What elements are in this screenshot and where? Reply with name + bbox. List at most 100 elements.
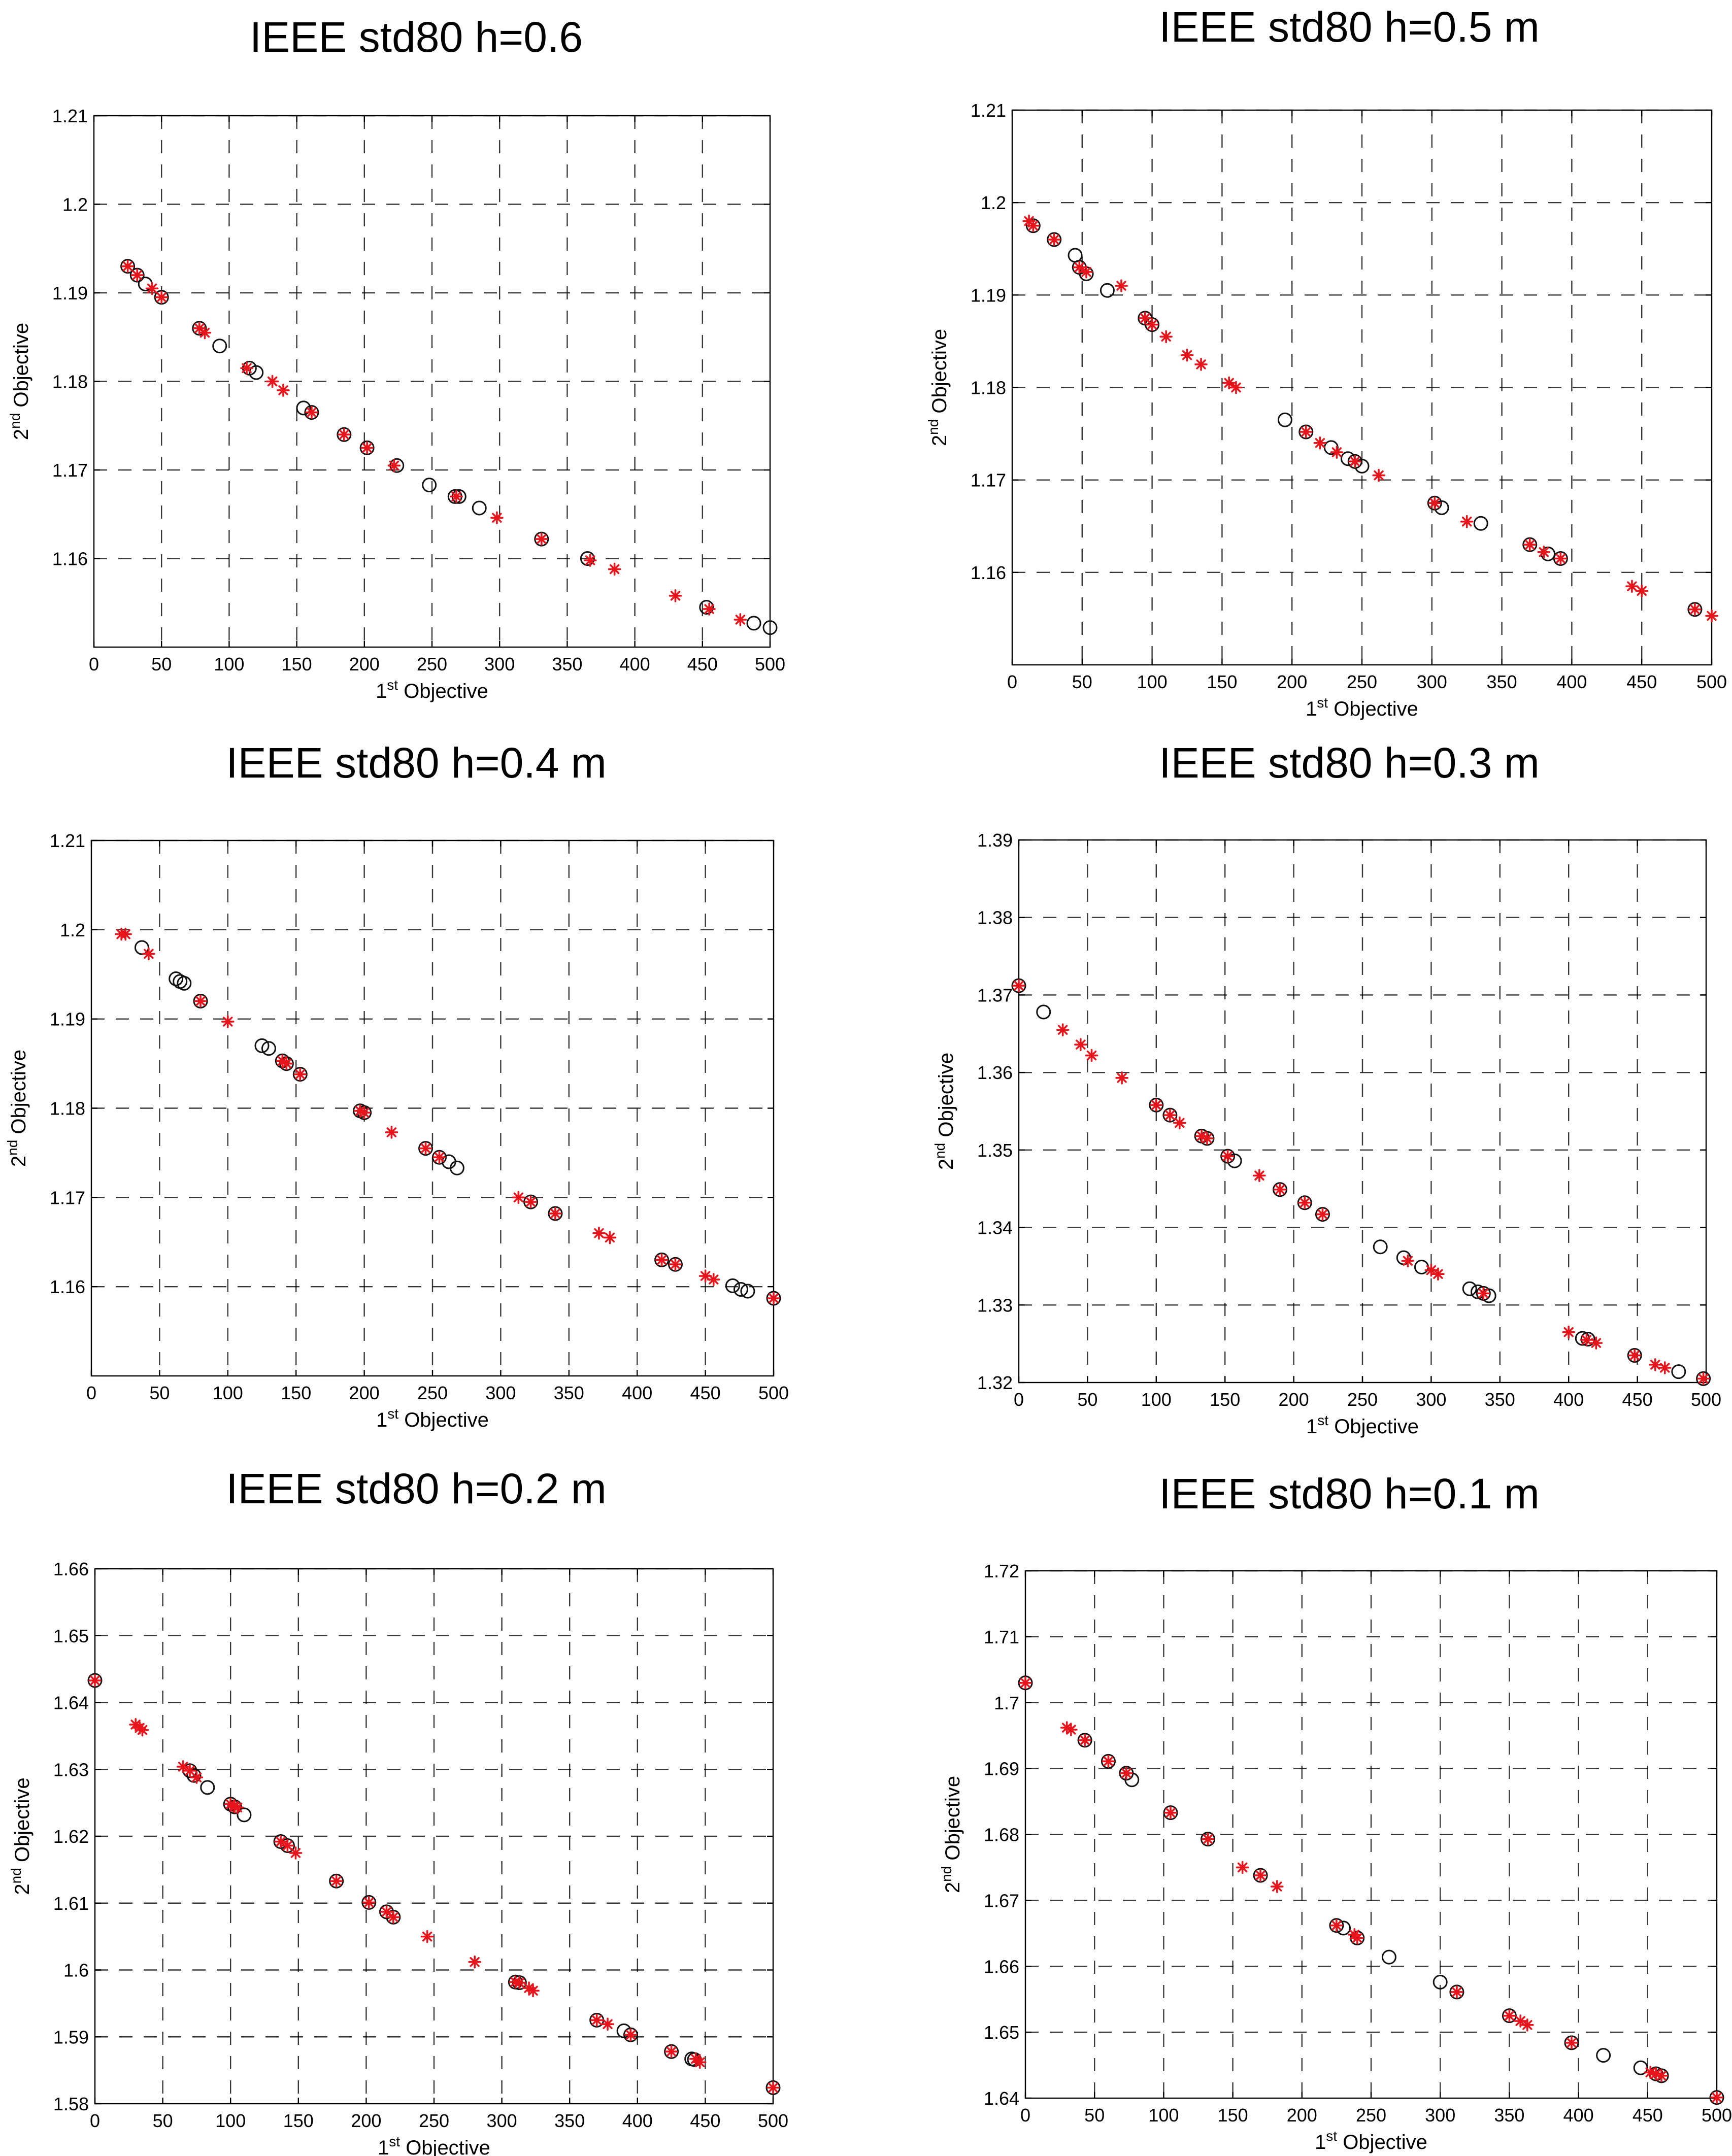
pareto-point — [1553, 551, 1568, 566]
pareto-point — [1011, 978, 1026, 993]
x-tick-label: 50 — [149, 1383, 170, 1403]
pareto-point — [664, 2044, 679, 2059]
pareto-point — [1329, 1918, 1344, 1933]
optimization-point — [277, 384, 290, 397]
pareto-point — [1462, 1281, 1477, 1296]
optimization-point — [387, 459, 401, 473]
y-tick-label: 1.37 — [977, 985, 1013, 1005]
optimization-point — [1012, 979, 1025, 992]
pareto-point — [1596, 2048, 1611, 2063]
pareto-point — [654, 1252, 670, 1267]
x-tick-label: 450 — [687, 654, 718, 675]
x-tick-label: 350 — [552, 654, 582, 675]
optimization-point — [281, 1839, 294, 1852]
optimization-point — [1460, 515, 1474, 528]
optimization-point — [549, 1207, 562, 1220]
optimization-point — [420, 1930, 434, 1943]
y-tick-label: 1.64 — [53, 1693, 89, 1713]
pareto-point — [120, 259, 136, 274]
x-tick-label: 50 — [1084, 2105, 1105, 2126]
optimization-point — [1688, 602, 1702, 616]
y-tick-label: 1.17 — [50, 1187, 85, 1208]
pareto-point — [1077, 1733, 1092, 1748]
pareto-point — [431, 1150, 447, 1165]
optimization-point — [1078, 1733, 1091, 1747]
pareto-point — [1297, 1195, 1312, 1210]
y-axis-label: 2nd Objective — [925, 329, 951, 446]
optimization-point — [265, 375, 279, 388]
x-axis-label: 1st Objective — [1315, 2128, 1427, 2153]
x-tick-label: 150 — [282, 654, 312, 675]
pareto-point — [1163, 1805, 1178, 1821]
optimization-point — [1330, 1918, 1343, 1932]
x-axis-label: 1st Objective — [1306, 1412, 1419, 1438]
optimization-point — [190, 1771, 204, 1784]
optimization-point — [1554, 552, 1568, 565]
optimization-point — [1644, 2066, 1657, 2079]
x-tick-label: 0 — [1007, 671, 1017, 692]
x-tick-label: 200 — [1279, 1389, 1309, 1410]
y-tick-label: 1.21 — [50, 830, 85, 851]
x-tick-label: 100 — [1148, 2105, 1179, 2126]
pareto-point — [1709, 2090, 1724, 2105]
x-tick-label: 300 — [484, 654, 515, 675]
chart-title: IEEE std80 h=0.4 m — [226, 739, 606, 787]
x-tick-label: 450 — [690, 1383, 721, 1403]
optimization-point — [592, 1226, 606, 1240]
optimization-point — [88, 1674, 102, 1687]
x-tick-label: 250 — [419, 2110, 449, 2131]
pareto-point — [1564, 2035, 1579, 2050]
optimization-point — [693, 2056, 707, 2069]
pareto-point — [1273, 1182, 1288, 1197]
optimization-point — [155, 290, 169, 304]
y-axis-label: 2nd Objective — [5, 1050, 30, 1167]
optimization-point — [1253, 1169, 1266, 1183]
pareto-point — [1036, 1004, 1051, 1020]
y-tick-label: 1.39 — [977, 830, 1013, 851]
optimization-point — [1180, 348, 1194, 362]
optimization-point — [1074, 1038, 1087, 1051]
optimization-point — [1299, 425, 1313, 439]
optimization-point — [1163, 1108, 1177, 1122]
optimization-point — [1221, 1150, 1235, 1163]
pareto-point — [337, 427, 352, 442]
optimization-point — [1635, 584, 1648, 598]
optimization-point — [362, 1896, 376, 1909]
x-tick-label: 0 — [1014, 1389, 1024, 1410]
chart-title: IEEE std80 h=0.3 m — [1159, 739, 1539, 787]
optimization-point — [524, 1195, 538, 1208]
y-tick-label: 1.18 — [52, 372, 88, 392]
optimization-point — [1173, 1116, 1186, 1130]
optimization-point — [1710, 2091, 1723, 2104]
y-tick-label: 1.2 — [60, 920, 85, 940]
optimization-point — [664, 2045, 678, 2059]
pareto-point — [668, 1257, 683, 1272]
optimization-point — [329, 1874, 343, 1888]
optimization-point — [119, 927, 132, 941]
optimization-point — [590, 2013, 604, 2027]
pareto-point — [1298, 424, 1314, 440]
optimization-point — [1222, 376, 1236, 390]
pareto-point — [449, 1160, 464, 1175]
pareto-point — [249, 365, 264, 380]
optimization-point — [1348, 455, 1362, 468]
pareto-point — [725, 1278, 740, 1293]
y-tick-label: 1.62 — [53, 1826, 89, 1847]
pareto-point — [740, 1284, 755, 1299]
chart-title: IEEE std80 h=0.2 m — [226, 1465, 606, 1512]
pareto-point — [733, 1282, 748, 1297]
pareto-point — [237, 1807, 252, 1823]
y-tick-label: 1.19 — [971, 285, 1006, 306]
optimization-point — [1649, 1358, 1662, 1371]
y-tick-label: 1.59 — [53, 2027, 89, 2047]
optimization-point — [289, 1846, 303, 1860]
y-tick-label: 1.66 — [53, 1559, 89, 1579]
pareto-point — [422, 478, 437, 493]
y-tick-label: 1.32 — [977, 1372, 1013, 1393]
optimization-point — [280, 1057, 293, 1070]
optimization-point — [468, 1955, 481, 1969]
optimization-point — [142, 947, 155, 961]
y-tick-label: 1.71 — [984, 1627, 1019, 1647]
optimization-point — [1073, 260, 1086, 274]
optimization-point — [274, 1835, 287, 1848]
